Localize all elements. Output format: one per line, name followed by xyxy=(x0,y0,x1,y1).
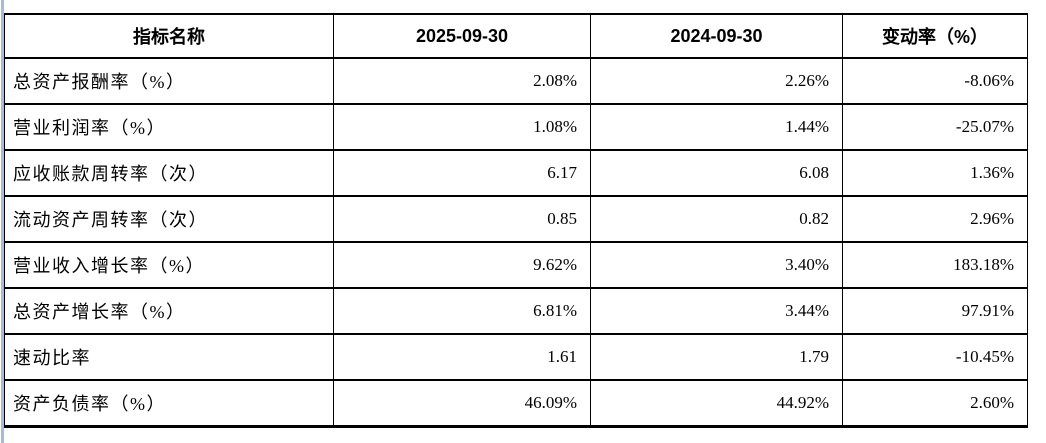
value-2024-cell: 6.08 xyxy=(590,149,843,197)
column-header-change-rate: 变动率（%） xyxy=(842,13,1028,59)
table-row: 总资产报酬率（%） 2.08% 2.26% -8.06% xyxy=(4,57,1028,105)
value-2025-cell: 9.62% xyxy=(333,241,591,289)
column-header-indicator-name: 指标名称 xyxy=(4,13,334,59)
table-row: 速动比率 1.61 1.79 -10.45% xyxy=(4,333,1028,381)
table-row: 资产负债率（%） 46.09% 44.92% 2.60% xyxy=(4,379,1028,427)
value-2024-cell: 0.82 xyxy=(590,195,843,243)
indicator-name-cell: 资产负债率（%） xyxy=(4,379,334,427)
change-rate-cell: -10.45% xyxy=(842,333,1028,381)
column-header-period-2025: 2025-09-30 xyxy=(333,13,591,59)
value-2024-cell: 44.92% xyxy=(590,379,843,427)
value-2025-cell: 1.08% xyxy=(333,103,591,151)
indicator-name-cell: 应收账款周转率（次） xyxy=(4,149,334,197)
value-2024-cell: 2.26% xyxy=(590,57,843,105)
change-rate-cell: -8.06% xyxy=(842,57,1028,105)
change-rate-cell: 2.96% xyxy=(842,195,1028,243)
indicator-name-cell: 营业利润率（%） xyxy=(4,103,334,151)
value-2025-cell: 46.09% xyxy=(333,379,591,427)
table-row: 营业收入增长率（%） 9.62% 3.40% 183.18% xyxy=(4,241,1028,289)
change-rate-cell: 1.36% xyxy=(842,149,1028,197)
table-row: 营业利润率（%） 1.08% 1.44% -25.07% xyxy=(4,103,1028,151)
window-left-accent-line xyxy=(1,0,4,443)
value-2025-cell: 2.08% xyxy=(333,57,591,105)
value-2024-cell: 1.79 xyxy=(590,333,843,381)
value-2024-cell: 3.40% xyxy=(590,241,843,289)
indicator-name-cell: 营业收入增长率（%） xyxy=(4,241,334,289)
indicator-name-cell: 总资产增长率（%） xyxy=(4,287,334,335)
table-row: 流动资产周转率（次） 0.85 0.82 2.96% xyxy=(4,195,1028,243)
indicator-name-cell: 速动比率 xyxy=(4,333,334,381)
value-2024-cell: 3.44% xyxy=(590,287,843,335)
table-row: 应收账款周转率（次） 6.17 6.08 1.36% xyxy=(4,149,1028,197)
table-header-row: 指标名称 2025-09-30 2024-09-30 变动率（%） xyxy=(4,13,1028,59)
indicator-name-cell: 流动资产周转率（次） xyxy=(4,195,334,243)
change-rate-cell: 2.60% xyxy=(842,379,1028,427)
value-2025-cell: 6.81% xyxy=(333,287,591,335)
change-rate-cell: 97.91% xyxy=(842,287,1028,335)
value-2025-cell: 6.17 xyxy=(333,149,591,197)
change-rate-cell: 183.18% xyxy=(842,241,1028,289)
column-header-period-2024: 2024-09-30 xyxy=(590,13,843,59)
change-rate-cell: -25.07% xyxy=(842,103,1028,151)
table-body: 总资产报酬率（%） 2.08% 2.26% -8.06% 营业利润率（%） 1.… xyxy=(4,57,1028,427)
indicator-name-cell: 总资产报酬率（%） xyxy=(4,57,334,105)
value-2025-cell: 1.61 xyxy=(333,333,591,381)
table-row: 总资产增长率（%） 6.81% 3.44% 97.91% xyxy=(4,287,1028,335)
financial-indicators-table: 指标名称 2025-09-30 2024-09-30 变动率（%） 总资产报酬率… xyxy=(4,13,1028,428)
value-2025-cell: 0.85 xyxy=(333,195,591,243)
value-2024-cell: 1.44% xyxy=(590,103,843,151)
